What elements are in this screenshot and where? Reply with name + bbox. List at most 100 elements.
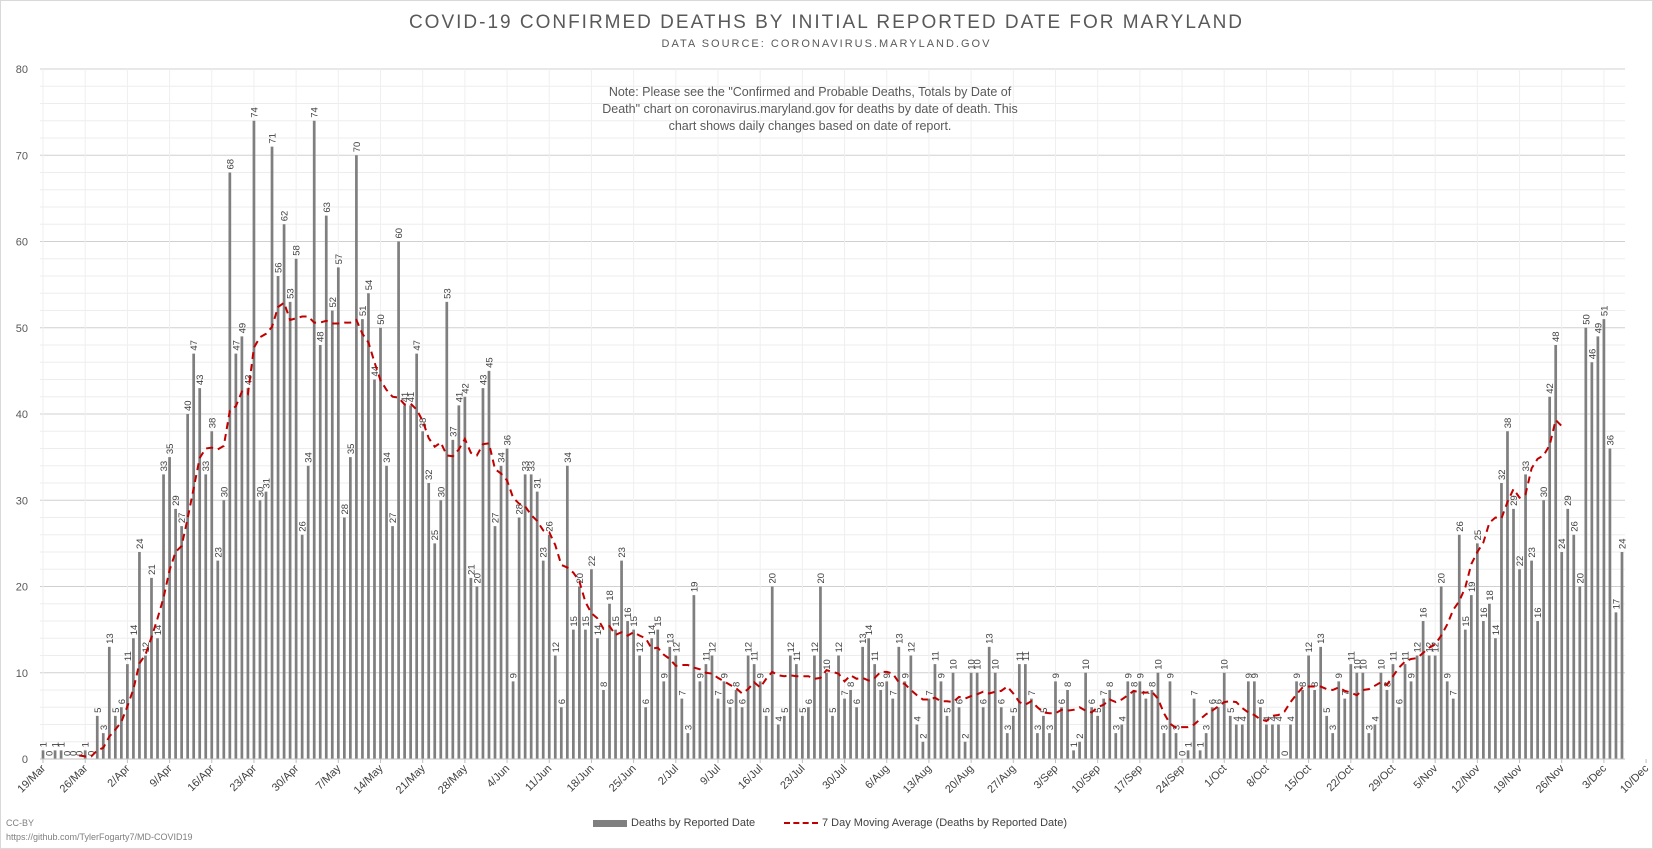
y-axis: 0 10 20 30 40 50 60 70 80 [16, 64, 28, 766]
bar-data-label: 3 [1111, 725, 1122, 730]
bar-data-label: 52 [328, 297, 339, 308]
bar [1433, 655, 1437, 759]
x-tick-label: 7/May [314, 762, 344, 792]
bar [180, 526, 183, 759]
bar-data-label: 23 [539, 547, 550, 558]
bar-data-label: 54 [364, 280, 375, 291]
x-tick-label: 9/Jul [698, 763, 723, 788]
bar-data-label: 9 [1292, 673, 1303, 678]
x-tick-label: 10/Sep [1070, 763, 1103, 796]
bar-data-label: 10 [822, 659, 833, 670]
bar [782, 715, 786, 759]
bar [596, 638, 599, 759]
bar-data-label: 20 [1437, 573, 1448, 584]
bar-data-label: 3 [1003, 725, 1014, 730]
bar [692, 595, 696, 759]
bar-data-label: 41 [454, 392, 465, 403]
bar [1578, 586, 1582, 759]
bar-data-label: 14 [129, 625, 140, 636]
bar-data-label: 2 [961, 733, 972, 738]
bar-data-label: 15 [1461, 616, 1472, 627]
bar [83, 750, 87, 759]
bar [873, 664, 877, 759]
bar-data-label: 27 [491, 513, 502, 524]
bar [457, 405, 461, 759]
bar-data-label: 41 [400, 392, 411, 403]
bar [1488, 603, 1491, 759]
x-tick-label: 20/Aug [943, 763, 976, 796]
bar [1385, 690, 1389, 759]
bar-data-label: 44 [370, 366, 381, 377]
bar [1361, 672, 1365, 759]
bar [107, 646, 111, 759]
bar-data-label: 5 [943, 708, 954, 713]
bar-data-label: 4 [1274, 716, 1285, 721]
bar-data-label: 31 [261, 478, 272, 489]
bar-data-label: 6 [997, 699, 1008, 704]
bar [1240, 724, 1244, 759]
bar-data-label: 9 [1334, 673, 1345, 678]
bar [1494, 638, 1497, 759]
bar-data-label: 10 [973, 659, 984, 670]
bar-data-label: 14 [1491, 625, 1502, 636]
bar-data-label: 9 [720, 673, 731, 678]
bar-data-label: 5 [1009, 708, 1020, 713]
bar [240, 336, 244, 759]
bar [1530, 560, 1533, 759]
bar [584, 629, 587, 759]
bar-data-label: 29 [1563, 495, 1574, 506]
bar [481, 388, 485, 759]
bar-data-label: 47 [231, 340, 242, 351]
bar [228, 172, 232, 759]
bar [1198, 750, 1202, 759]
bar [252, 120, 256, 759]
bar-data-label: 14 [864, 625, 875, 636]
bar [186, 414, 190, 759]
bar [475, 586, 479, 759]
bar-data-label: 6 [641, 699, 652, 704]
bar-data-label: 9 [1123, 673, 1134, 678]
bar-data-label: 20 [575, 573, 586, 584]
bar [686, 733, 690, 759]
bar [993, 672, 997, 759]
bar-data-label: 33 [527, 461, 538, 472]
bar-data-label: 19 [689, 582, 700, 593]
legend-bar-swatch [593, 819, 627, 827]
bar [1216, 707, 1220, 759]
bar-data-label: 7 [1190, 690, 1201, 695]
bar [1048, 733, 1051, 759]
bar-data-label: 5 [1322, 708, 1333, 713]
bar [1373, 724, 1377, 759]
bar [1295, 681, 1298, 759]
bar-data-label: 19 [1467, 582, 1478, 593]
bar-data-label: 7 [713, 690, 724, 695]
bar [909, 655, 913, 759]
bar [192, 353, 196, 759]
bar-data-label: 26 [298, 521, 309, 532]
bar-data-label: 11 [123, 651, 134, 661]
bar [1011, 715, 1015, 759]
bar-data-label: 15 [629, 616, 640, 627]
x-tick-label: 19/Mar [15, 762, 48, 795]
bar-data-label: 7 [677, 690, 688, 695]
x-tick-label: 26/Nov [1534, 762, 1567, 795]
bar-data-label: 6 [1208, 699, 1219, 704]
bar-data-label: 4 [774, 716, 785, 721]
bar-data-label: 11 [750, 651, 761, 661]
bar-data-label: 3 [683, 725, 694, 730]
bar-data-label: 12 [786, 642, 797, 653]
bar-data-label: 5 [1093, 708, 1104, 713]
bar-data-label: 8 [1129, 682, 1140, 687]
bar-data-label: 63 [322, 202, 333, 213]
bar [1584, 327, 1588, 759]
bar-data-label: 11 [1346, 651, 1357, 661]
bar-data-label: 6 [955, 699, 966, 704]
bar [807, 707, 810, 759]
bar [590, 569, 593, 759]
bar-data-label: 8 [1105, 682, 1116, 687]
bar [499, 465, 503, 759]
bar [927, 698, 931, 759]
x-tick-label: 16/Jul [736, 763, 765, 792]
bar [680, 698, 684, 759]
